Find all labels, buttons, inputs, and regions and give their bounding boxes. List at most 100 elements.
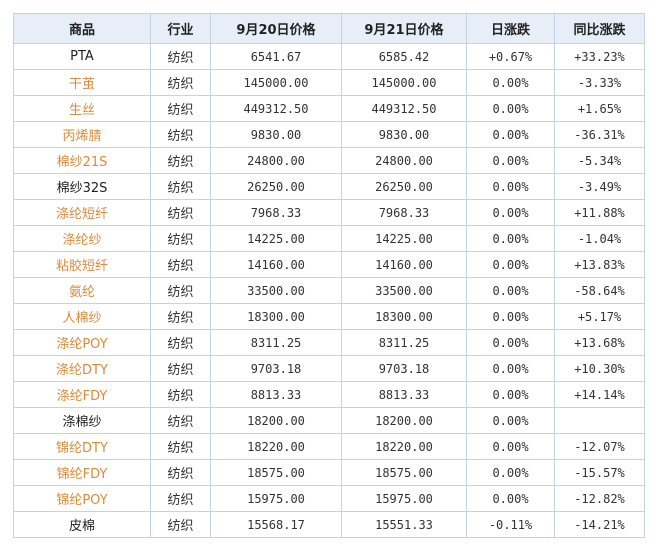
table-row: 丙烯腈 纺织 9830.00 9830.00 0.00% -36.31% xyxy=(13,121,645,148)
price-sep21-cell: 145000.00 xyxy=(341,69,467,96)
header-price-sep20: 9月20日价格 xyxy=(210,13,342,44)
price-sep20-cell: 9703.18 xyxy=(210,355,342,382)
price-sep20-cell: 8311.25 xyxy=(210,329,342,356)
table-row: 涤纶纱 纺织 14225.00 14225.00 0.00% -1.04% xyxy=(13,225,645,252)
industry-cell: 纺织 xyxy=(150,173,211,200)
table-row: 锦纶POY 纺织 15975.00 15975.00 0.00% -12.82% xyxy=(13,485,645,512)
price-sep20-cell: 14225.00 xyxy=(210,225,342,252)
yoy-change-cell: +13.83% xyxy=(554,251,645,278)
price-sep20-cell: 33500.00 xyxy=(210,277,342,304)
yoy-change-cell: +14.14% xyxy=(554,381,645,408)
daily-change-cell: 0.00% xyxy=(466,355,555,382)
price-sep21-cell: 26250.00 xyxy=(341,173,467,200)
industry-cell: 纺织 xyxy=(150,121,211,148)
table-row: 涤棉纱 纺织 18200.00 18200.00 0.00% xyxy=(13,407,645,434)
price-sep20-cell: 18575.00 xyxy=(210,459,342,486)
yoy-change-cell: +13.68% xyxy=(554,329,645,356)
price-sep20-cell: 8813.33 xyxy=(210,381,342,408)
industry-cell: 纺织 xyxy=(150,355,211,382)
commodity-name-cell: 棉纱21S xyxy=(13,147,151,174)
daily-change-cell: 0.00% xyxy=(466,95,555,122)
price-sep20-cell: 9830.00 xyxy=(210,121,342,148)
commodity-name-cell: 皮棉 xyxy=(13,511,151,538)
yoy-change-cell: +1.65% xyxy=(554,95,645,122)
table-row: 氨纶 纺织 33500.00 33500.00 0.00% -58.64% xyxy=(13,277,645,304)
price-sep21-cell: 18300.00 xyxy=(341,303,467,330)
commodity-name-cell: 氨纶 xyxy=(13,277,151,304)
commodity-name-cell: 锦纶POY xyxy=(13,485,151,512)
yoy-change-cell: -36.31% xyxy=(554,121,645,148)
daily-change-cell: 0.00% xyxy=(466,173,555,200)
price-sep20-cell: 6541.67 xyxy=(210,43,342,70)
price-sep21-cell: 18220.00 xyxy=(341,433,467,460)
industry-cell: 纺织 xyxy=(150,43,211,70)
commodity-name-cell: 涤纶短纤 xyxy=(13,199,151,226)
price-sep21-cell: 33500.00 xyxy=(341,277,467,304)
table-row: PTA 纺织 6541.67 6585.42 +0.67% +33.23% xyxy=(13,43,645,70)
table-row: 锦纶DTY 纺织 18220.00 18220.00 0.00% -12.07% xyxy=(13,433,645,460)
industry-cell: 纺织 xyxy=(150,407,211,434)
commodity-name-cell: 丙烯腈 xyxy=(13,121,151,148)
commodity-name-cell: 涤纶纱 xyxy=(13,225,151,252)
yoy-change-cell: -58.64% xyxy=(554,277,645,304)
daily-change-cell: 0.00% xyxy=(466,251,555,278)
price-sep20-cell: 26250.00 xyxy=(210,173,342,200)
commodity-name-cell: 粘胶短纤 xyxy=(13,251,151,278)
table-header-row: 商品 行业 9月20日价格 9月21日价格 日涨跌 同比涨跌 xyxy=(13,13,645,44)
price-sep21-cell: 7968.33 xyxy=(341,199,467,226)
industry-cell: 纺织 xyxy=(150,459,211,486)
daily-change-cell: 0.00% xyxy=(466,147,555,174)
daily-change-cell: 0.00% xyxy=(466,121,555,148)
price-sep20-cell: 18300.00 xyxy=(210,303,342,330)
commodity-name-cell: 涤纶FDY xyxy=(13,381,151,408)
table-row: 生丝 纺织 449312.50 449312.50 0.00% +1.65% xyxy=(13,95,645,122)
price-sep21-cell: 18575.00 xyxy=(341,459,467,486)
table-row: 锦纶FDY 纺织 18575.00 18575.00 0.00% -15.57% xyxy=(13,459,645,486)
yoy-change-cell: +11.88% xyxy=(554,199,645,226)
industry-cell: 纺织 xyxy=(150,95,211,122)
table-body: PTA 纺织 6541.67 6585.42 +0.67% +33.23% 干茧 纺织 1450… xyxy=(13,43,645,538)
yoy-change-cell: +33.23% xyxy=(554,43,645,70)
industry-cell: 纺织 xyxy=(150,485,211,512)
price-sep21-cell: 9703.18 xyxy=(341,355,467,382)
commodity-name-cell: 生丝 xyxy=(13,95,151,122)
yoy-change-cell: +5.17% xyxy=(554,303,645,330)
yoy-change-cell: -3.33% xyxy=(554,69,645,96)
daily-change-cell: -0.11% xyxy=(466,511,555,538)
price-sep21-cell: 14160.00 xyxy=(341,251,467,278)
price-sep21-cell: 8311.25 xyxy=(341,329,467,356)
table-row: 涤纶DTY 纺织 9703.18 9703.18 0.00% +10.30% xyxy=(13,355,645,382)
commodity-name-cell: 人棉纱 xyxy=(13,303,151,330)
yoy-change-cell: +10.30% xyxy=(554,355,645,382)
daily-change-cell: 0.00% xyxy=(466,459,555,486)
industry-cell: 纺织 xyxy=(150,225,211,252)
daily-change-cell: 0.00% xyxy=(466,199,555,226)
yoy-change-cell: -1.04% xyxy=(554,225,645,252)
industry-cell: 纺织 xyxy=(150,277,211,304)
table-row: 棉纱32S 纺织 26250.00 26250.00 0.00% -3.49% xyxy=(13,173,645,200)
commodity-name-cell: 涤纶DTY xyxy=(13,355,151,382)
price-sep20-cell: 15975.00 xyxy=(210,485,342,512)
price-sep20-cell: 18200.00 xyxy=(210,407,342,434)
price-sep21-cell: 24800.00 xyxy=(341,147,467,174)
table-row: 粘胶短纤 纺织 14160.00 14160.00 0.00% +13.83% xyxy=(13,251,645,278)
price-sep20-cell: 14160.00 xyxy=(210,251,342,278)
industry-cell: 纺织 xyxy=(150,251,211,278)
price-sep20-cell: 15568.17 xyxy=(210,511,342,538)
yoy-change-cell: -3.49% xyxy=(554,173,645,200)
header-industry: 行业 xyxy=(150,13,211,44)
yoy-change-cell: -5.34% xyxy=(554,147,645,174)
daily-change-cell: 0.00% xyxy=(466,407,555,434)
commodity-name-cell: 锦纶FDY xyxy=(13,459,151,486)
industry-cell: 纺织 xyxy=(150,329,211,356)
daily-change-cell: 0.00% xyxy=(466,381,555,408)
price-sep21-cell: 6585.42 xyxy=(341,43,467,70)
industry-cell: 纺织 xyxy=(150,381,211,408)
daily-change-cell: 0.00% xyxy=(466,329,555,356)
table-row: 干茧 纺织 145000.00 145000.00 0.00% -3.33% xyxy=(13,69,645,96)
header-yoy-change: 同比涨跌 xyxy=(554,13,645,44)
price-sep21-cell: 15975.00 xyxy=(341,485,467,512)
commodity-price-table: 商品 行业 9月20日价格 9月21日价格 日涨跌 同比涨跌 PTA 纺织 6541… xyxy=(13,13,645,538)
price-sep20-cell: 18220.00 xyxy=(210,433,342,460)
yoy-change-cell: -15.57% xyxy=(554,459,645,486)
